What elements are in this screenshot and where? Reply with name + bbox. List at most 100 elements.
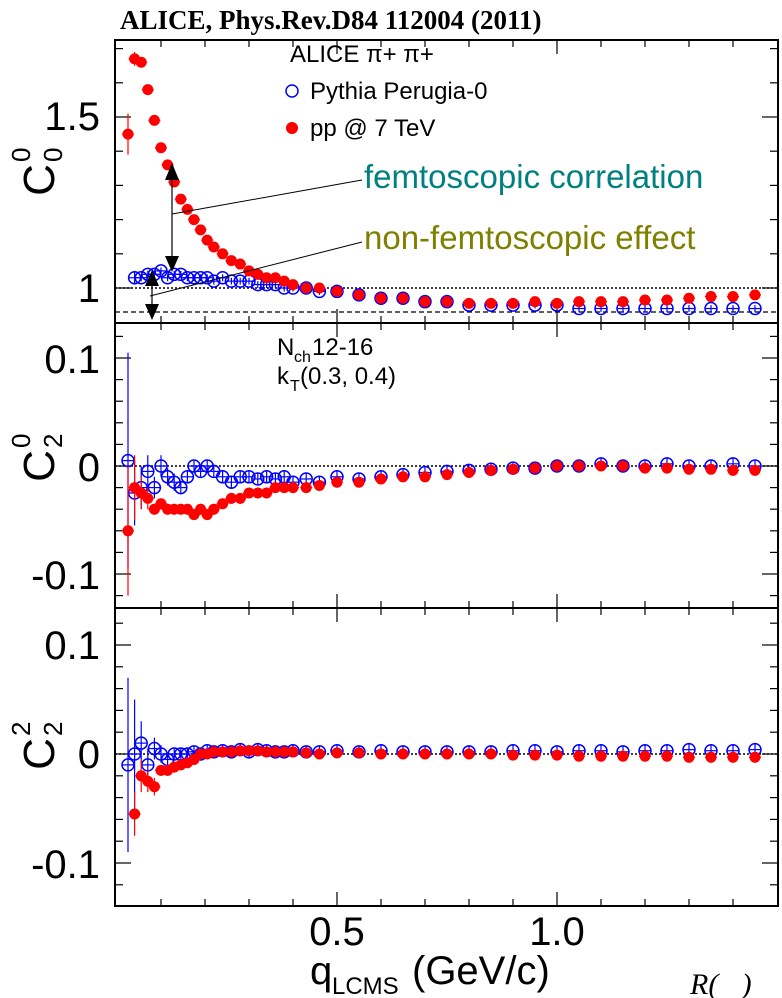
pp-point: [397, 748, 409, 760]
pp-point: [375, 473, 387, 485]
kt-range: (0.3, 0.4): [300, 363, 396, 390]
pp-point: [195, 224, 207, 236]
annotation-femto-leader: [171, 179, 363, 215]
nch-label: N ch 12-16: [277, 334, 373, 366]
panel-c20-ytick-0: 0: [78, 446, 100, 490]
pp-point: [683, 292, 695, 304]
pp-point: [529, 462, 541, 474]
pp-point: [551, 749, 563, 761]
pp-point: [234, 492, 246, 504]
pp-point: [313, 479, 325, 491]
pp-point: [595, 460, 607, 472]
pp-point: [661, 462, 673, 474]
pp-point: [331, 476, 343, 488]
nonfemto-double-arrow: [145, 270, 159, 320]
pp-point: [287, 746, 299, 758]
pp-point: [269, 272, 281, 284]
pp-point: [122, 525, 134, 537]
pythia-point: [154, 459, 168, 473]
pp-point: [122, 128, 134, 140]
pp-point: [441, 296, 453, 308]
x-axis-label: q LCMS (GeV/c): [310, 949, 550, 998]
pp-point: [507, 749, 519, 761]
pp-point: [278, 482, 290, 494]
pp-point: [234, 258, 246, 270]
panel-c20-ylabel-sub: 2: [38, 434, 68, 448]
pp-point: [419, 748, 431, 760]
panel-c22-ytick-minus0.1: -0.1: [31, 843, 100, 887]
pp-point: [208, 503, 220, 515]
pp-point: [217, 248, 229, 260]
pp-point: [485, 464, 497, 476]
pp-point: [397, 471, 409, 483]
panel-c22-ytick-0: 0: [78, 733, 100, 777]
pp-point: [331, 285, 343, 297]
pp-point: [573, 296, 585, 308]
pp-point: [252, 268, 264, 280]
pp-point: [507, 297, 519, 309]
pythia-point: [748, 301, 762, 316]
pp-point: [217, 746, 229, 758]
pp-point: [639, 750, 651, 762]
pp-point: [300, 482, 312, 494]
pp-point: [300, 747, 312, 759]
pp-point: [639, 462, 651, 474]
pp-point: [573, 750, 585, 762]
pp-point: [142, 84, 154, 96]
pp-point: [208, 746, 220, 758]
data-layer: [121, 52, 762, 853]
panel-c22-ylabel-sup: 2: [6, 722, 36, 736]
kt-sub: T: [290, 378, 300, 395]
panel-c00-ylabel-sub: 0: [38, 148, 68, 162]
pp-point: [595, 296, 607, 308]
pp-point: [749, 289, 761, 301]
pp-point: [485, 297, 497, 309]
pp-point: [234, 745, 246, 757]
pp-point: [617, 750, 629, 762]
x-axis-label-unit: (GeV/c): [412, 949, 550, 993]
pp-point: [148, 114, 160, 126]
nonfemto-arrow-head-up: [145, 270, 159, 286]
pp-point: [208, 241, 220, 253]
pp-point: [269, 746, 281, 758]
panel-c22-ylabel-main: C: [15, 738, 64, 770]
panel-c22-frame: [114, 607, 779, 907]
legend-entry-pythia: Pythia Perugia-0: [310, 78, 487, 105]
femto-arrow-head-up: [165, 163, 179, 180]
panel-c20-ylabel-sup: 0: [6, 434, 36, 448]
pp-point: [419, 471, 431, 483]
pp-point: [705, 463, 717, 475]
figure-title: ALICE, Phys.Rev.D84 112004 (2011): [120, 5, 542, 35]
x-axis-label-sub: LCMS: [332, 973, 399, 998]
kt-main: k: [277, 363, 290, 390]
pythia-point: [704, 301, 718, 316]
annotation-non-femtoscopic: non-femtoscopic effect: [364, 219, 695, 256]
pp-point: [313, 282, 325, 294]
pp-point: [155, 142, 167, 154]
pp-point: [252, 487, 264, 499]
legend-marker-pythia: [285, 84, 299, 98]
panel-c20-ylabel: C 0 2: [6, 434, 68, 482]
pp-point: [225, 492, 237, 504]
pp-point: [313, 748, 325, 760]
corner-formula: R(⃗): [689, 968, 752, 998]
annotation-femtoscopic: femtoscopic correlation: [364, 158, 703, 195]
pp-point: [419, 296, 431, 308]
pp-point: [463, 466, 475, 478]
panel-c00-ytick-1.5: 1.5: [44, 95, 100, 139]
pp-point: [201, 234, 213, 246]
panel-c22-ytick-0.1: 0.1: [44, 624, 100, 668]
pp-point: [683, 751, 695, 763]
pp-point: [353, 289, 365, 301]
pp-point: [129, 808, 141, 820]
pp-point: [529, 296, 541, 308]
pp-point: [135, 56, 147, 68]
panel-c00-ylabel: C 0 0: [6, 148, 68, 196]
pp-point: [441, 469, 453, 481]
pp-point: [278, 746, 290, 758]
nch-main: N: [277, 334, 294, 361]
panel-c00-ylabel-sup: 0: [6, 148, 36, 162]
pp-point: [727, 464, 739, 476]
pp-point: [507, 463, 519, 475]
